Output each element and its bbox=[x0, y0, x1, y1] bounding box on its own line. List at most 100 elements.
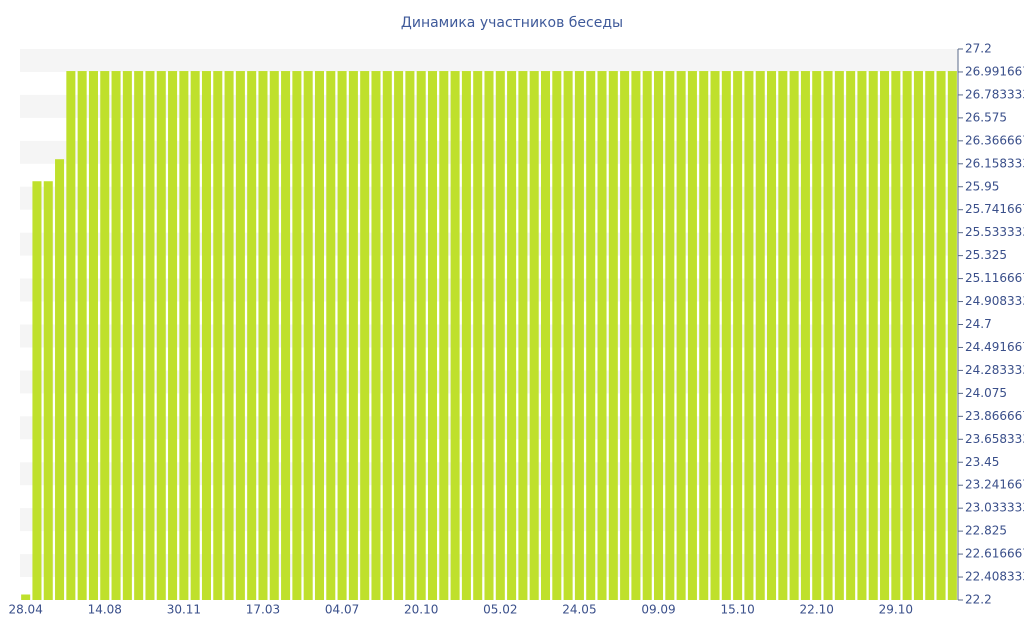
grid-stripe bbox=[20, 49, 958, 72]
y-tick-label: 22.2 bbox=[965, 593, 992, 607]
bar bbox=[936, 71, 946, 601]
bar bbox=[857, 71, 867, 601]
bar bbox=[529, 71, 539, 601]
bar bbox=[846, 71, 856, 601]
bar bbox=[224, 71, 234, 601]
bar bbox=[32, 181, 42, 601]
y-tick-label: 24.7 bbox=[965, 317, 992, 331]
y-tick-label: 27.2 bbox=[965, 42, 992, 56]
y-tick-label: 25.95 bbox=[965, 179, 999, 193]
bar bbox=[258, 71, 268, 601]
bar bbox=[168, 71, 178, 601]
bar bbox=[314, 71, 325, 601]
bar bbox=[597, 71, 607, 601]
x-tick-label: 05.02 bbox=[483, 603, 517, 617]
x-tick-label: 17.03 bbox=[246, 603, 280, 617]
bar bbox=[789, 71, 799, 601]
bar bbox=[608, 71, 618, 601]
y-tick-label: 22.408333 bbox=[965, 570, 1024, 584]
bar bbox=[507, 71, 517, 601]
bar bbox=[473, 71, 483, 601]
bar bbox=[631, 71, 641, 601]
bar bbox=[834, 71, 844, 601]
x-tick-label: 24.05 bbox=[562, 603, 596, 617]
bar bbox=[88, 71, 98, 601]
bar bbox=[66, 71, 76, 601]
bar bbox=[778, 71, 788, 601]
bar bbox=[450, 71, 460, 601]
bar bbox=[653, 71, 664, 601]
bar bbox=[755, 71, 765, 601]
bar bbox=[868, 71, 878, 601]
bar bbox=[574, 71, 584, 601]
bar bbox=[518, 71, 528, 601]
bar bbox=[360, 71, 370, 601]
y-tick-label: 23.866667 bbox=[965, 409, 1024, 423]
bar bbox=[43, 181, 53, 601]
y-tick-label: 26.575 bbox=[965, 110, 1007, 124]
bar bbox=[563, 71, 573, 601]
x-tick-label: 22.10 bbox=[800, 603, 834, 617]
bar bbox=[823, 71, 833, 601]
x-tick-label: 28.04 bbox=[8, 603, 42, 617]
bar bbox=[947, 71, 957, 601]
bar bbox=[122, 71, 132, 601]
bar bbox=[247, 71, 257, 601]
y-tick-label: 26.991667 bbox=[965, 64, 1024, 78]
y-tick-label: 24.908333 bbox=[965, 294, 1024, 308]
y-tick-label: 24.075 bbox=[965, 386, 1007, 400]
bar bbox=[676, 71, 686, 601]
bar bbox=[902, 71, 912, 601]
bar bbox=[642, 71, 652, 601]
bar bbox=[235, 71, 245, 601]
x-tick-label: 14.08 bbox=[88, 603, 122, 617]
y-tick-label: 26.783333 bbox=[965, 87, 1024, 101]
bar bbox=[382, 71, 392, 601]
bar bbox=[179, 71, 189, 601]
x-tick-label: 04.07 bbox=[325, 603, 359, 617]
y-tick-label: 26.158333 bbox=[965, 156, 1024, 170]
y-tick-label: 24.491667 bbox=[965, 340, 1024, 354]
bar bbox=[484, 71, 494, 601]
bar bbox=[710, 71, 720, 601]
bar bbox=[213, 71, 223, 601]
y-tick-label: 22.825 bbox=[965, 524, 1007, 538]
bar bbox=[326, 71, 336, 601]
bar bbox=[371, 71, 381, 601]
y-tick-label: 25.741667 bbox=[965, 202, 1024, 216]
x-tick-label: 15.10 bbox=[720, 603, 754, 617]
bar bbox=[427, 71, 438, 601]
bar bbox=[416, 71, 426, 601]
bar bbox=[405, 71, 415, 601]
bar bbox=[292, 71, 302, 601]
y-tick-label: 25.116667 bbox=[965, 271, 1024, 285]
bar bbox=[201, 71, 211, 601]
bar bbox=[111, 71, 121, 601]
bar bbox=[281, 71, 291, 601]
bar bbox=[540, 71, 551, 601]
bar bbox=[21, 594, 31, 600]
x-tick-label: 30.11 bbox=[167, 603, 201, 617]
bar bbox=[721, 71, 731, 601]
bar bbox=[100, 71, 110, 601]
bar bbox=[665, 71, 675, 601]
bar bbox=[699, 71, 709, 601]
y-tick-label: 26.366667 bbox=[965, 133, 1024, 147]
y-tick-label: 23.033333 bbox=[965, 501, 1024, 515]
bar bbox=[800, 71, 810, 601]
y-tick-label: 24.283333 bbox=[965, 363, 1024, 377]
bar bbox=[156, 71, 166, 601]
y-tick-label: 23.45 bbox=[965, 455, 999, 469]
bar bbox=[303, 71, 313, 601]
bar bbox=[620, 71, 630, 601]
y-tick-label: 23.658333 bbox=[965, 432, 1024, 446]
bar bbox=[913, 71, 923, 601]
y-tick-label: 23.241667 bbox=[965, 478, 1024, 492]
bar bbox=[733, 71, 743, 601]
bar bbox=[77, 71, 87, 601]
chart-title: Динамика участников беседы bbox=[401, 15, 623, 31]
bar bbox=[145, 71, 155, 601]
bar bbox=[812, 71, 822, 601]
bar bbox=[394, 71, 404, 601]
